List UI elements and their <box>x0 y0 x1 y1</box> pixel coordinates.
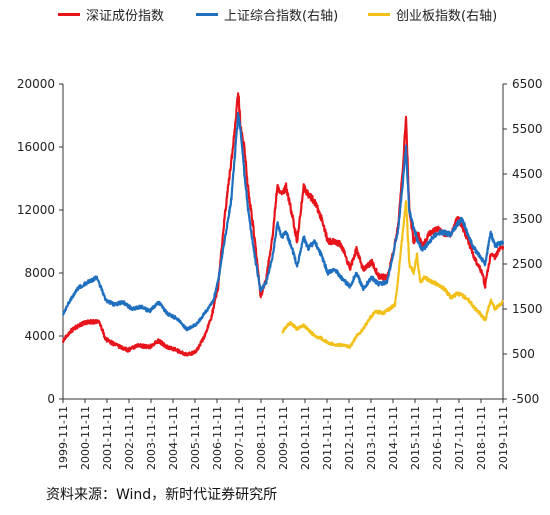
x-tick-label: 2014-11-11 <box>387 406 400 470</box>
x-tick-label: 2017-11-11 <box>453 406 466 470</box>
legend-swatch-szse-component <box>58 12 80 16</box>
x-tick-label: 2016-11-11 <box>431 406 444 470</box>
x-tick-label: 2000-11-11 <box>79 406 92 470</box>
x-tick-label: 2007-11-11 <box>233 406 246 470</box>
plot-area: 0 4000 8000 12000 16000 20000 -500 500 1500 2500 3… <box>17 77 543 470</box>
x-tick-label: 2006-11-11 <box>211 406 224 470</box>
left-tick-label: 12000 <box>17 203 55 217</box>
x-tick-label: 2004-11-11 <box>167 406 180 470</box>
left-tick-label: 0 <box>47 392 55 406</box>
right-tick-label: 4500 <box>512 167 543 181</box>
right-tick-label: 3500 <box>512 212 543 226</box>
right-tick-label: 2500 <box>512 257 543 271</box>
left-tick-label: 16000 <box>17 140 55 154</box>
right-tick-label: 5500 <box>512 122 543 136</box>
x-tick-label: 2019-11-11 <box>497 406 510 470</box>
series-line-0 <box>61 92 505 357</box>
left-tick-label: 8000 <box>24 266 55 280</box>
x-tick-label: 2001-11-11 <box>101 406 114 470</box>
right-tick-label: -500 <box>512 392 539 406</box>
x-tick-label: 2012-11-11 <box>343 406 356 470</box>
x-tick-label: 1999-11-11 <box>57 406 70 470</box>
legend-label-szse-component: 深证成份指数 <box>86 8 165 24</box>
right-tick-label: 1500 <box>512 302 543 316</box>
series-line-2 <box>281 200 504 349</box>
legend-item-sse-composite: 上证综合指数(右轴) <box>196 4 338 24</box>
legend-label-chinext: 创业板指数(右轴) <box>396 8 498 24</box>
x-tick-label: 2008-11-11 <box>255 406 268 470</box>
x-tick-label: 2011-11-11 <box>321 406 334 470</box>
x-tick-label: 2005-11-11 <box>189 406 202 470</box>
legend-label-sse-composite: 上证综合指数(右轴) <box>224 8 339 24</box>
x-tick-label: 2010-11-11 <box>299 406 312 470</box>
legend-swatch-chinext <box>368 12 390 16</box>
x-tick-label: 2002-11-11 <box>123 406 136 470</box>
right-tick-label: 6500 <box>512 77 543 91</box>
legend: 深证成份指数 上证综合指数(右轴) 创业板指数(右轴) <box>0 4 550 24</box>
x-tick-label: 2015-11-11 <box>409 406 422 470</box>
left-tick-label: 4000 <box>24 329 55 343</box>
x-tick-label: 2009-11-11 <box>277 406 290 470</box>
series-line-1 <box>61 111 505 332</box>
x-tick-label: 2018-11-11 <box>475 406 488 470</box>
legend-item-szse-component: 深证成份指数 <box>58 4 164 24</box>
x-tick-label: 2003-11-11 <box>145 406 158 470</box>
right-tick-label: 500 <box>512 347 535 361</box>
left-tick-label: 20000 <box>17 77 55 91</box>
legend-swatch-sse-composite <box>196 12 218 16</box>
x-tick-label: 2013-11-11 <box>365 406 378 470</box>
source-note: 资料来源：Wind，新时代证券研究所 <box>46 487 278 503</box>
legend-item-chinext: 创业板指数(右轴) <box>368 4 497 24</box>
